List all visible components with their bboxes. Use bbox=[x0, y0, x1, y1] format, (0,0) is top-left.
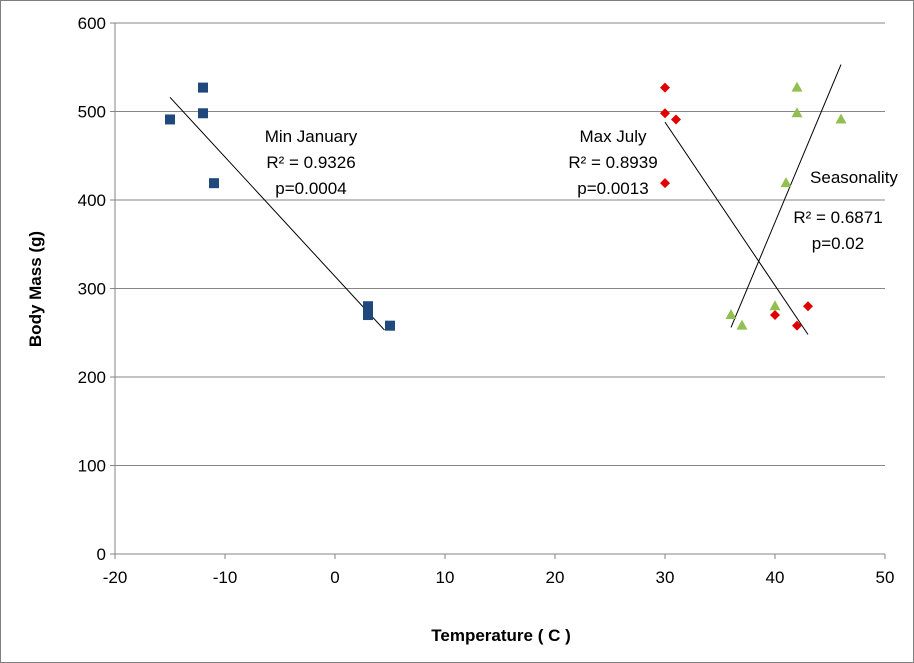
x-tick-label: 40 bbox=[766, 568, 785, 587]
y-tick-label: 300 bbox=[78, 280, 106, 299]
y-tick-label: 0 bbox=[97, 545, 106, 564]
data-point bbox=[660, 178, 670, 189]
trendline-annotation: p=0.0013 bbox=[577, 179, 648, 198]
x-tick-label: 20 bbox=[546, 568, 565, 587]
x-tick-label: -20 bbox=[103, 568, 128, 587]
trendline-annotation: Seasonality bbox=[810, 168, 898, 187]
data-point-layer bbox=[165, 81, 847, 331]
data-point bbox=[209, 178, 219, 189]
data-point bbox=[769, 300, 781, 311]
data-point bbox=[736, 319, 748, 330]
y-tick-label: 600 bbox=[78, 14, 106, 33]
trendline-annotation: R² = 0.9326 bbox=[266, 153, 355, 172]
grid-layer bbox=[110, 22, 886, 559]
x-tick-label: -10 bbox=[213, 568, 238, 587]
data-point bbox=[660, 108, 670, 119]
x-tick-label: 30 bbox=[656, 568, 675, 587]
annotation-layer: Min January R² = 0.9326 p=0.0004 Max July R²… bbox=[265, 127, 899, 253]
trendline-annotation: R² = 0.6871 bbox=[793, 208, 882, 227]
data-point bbox=[792, 320, 802, 331]
x-tick-label: 50 bbox=[876, 568, 895, 587]
y-tick-label: 200 bbox=[78, 368, 106, 387]
y-tick-label: 100 bbox=[78, 457, 106, 476]
data-point bbox=[363, 301, 373, 312]
data-point bbox=[791, 81, 803, 92]
data-point bbox=[198, 82, 208, 93]
data-point bbox=[725, 309, 737, 320]
trendline-annotation: p=0.0004 bbox=[275, 179, 346, 198]
trendline bbox=[664, 121, 809, 335]
y-tick-label: 500 bbox=[78, 103, 106, 122]
data-point bbox=[363, 310, 373, 321]
data-point bbox=[770, 310, 780, 321]
data-point bbox=[780, 177, 792, 188]
data-point bbox=[198, 108, 208, 119]
y-tick-label: 400 bbox=[78, 191, 106, 210]
data-point bbox=[660, 82, 670, 93]
trendline-annotation: p=0.02 bbox=[812, 234, 864, 253]
trendline-layer bbox=[169, 64, 842, 335]
x-tick-label: 10 bbox=[436, 568, 455, 587]
trendline-annotation: R² = 0.8939 bbox=[568, 153, 657, 172]
x-tick-label: 0 bbox=[330, 568, 339, 587]
y-axis-title: Body Mass (g) bbox=[26, 231, 45, 347]
x-axis-title: Temperature ( C ) bbox=[431, 626, 571, 645]
data-point bbox=[803, 301, 813, 312]
trendline bbox=[169, 97, 385, 331]
data-point bbox=[165, 114, 175, 125]
data-point bbox=[385, 320, 395, 331]
data-point bbox=[791, 107, 803, 118]
trendline bbox=[730, 64, 842, 328]
data-point bbox=[835, 113, 847, 124]
trendline-annotation: Min January bbox=[265, 127, 358, 146]
tick-label-layer: 0 100 200 300 400 500 600 -20 -10 0 10 20 30 40 50 bbox=[78, 14, 895, 587]
trendline-annotation: Max July bbox=[579, 127, 647, 146]
data-point bbox=[671, 114, 681, 125]
